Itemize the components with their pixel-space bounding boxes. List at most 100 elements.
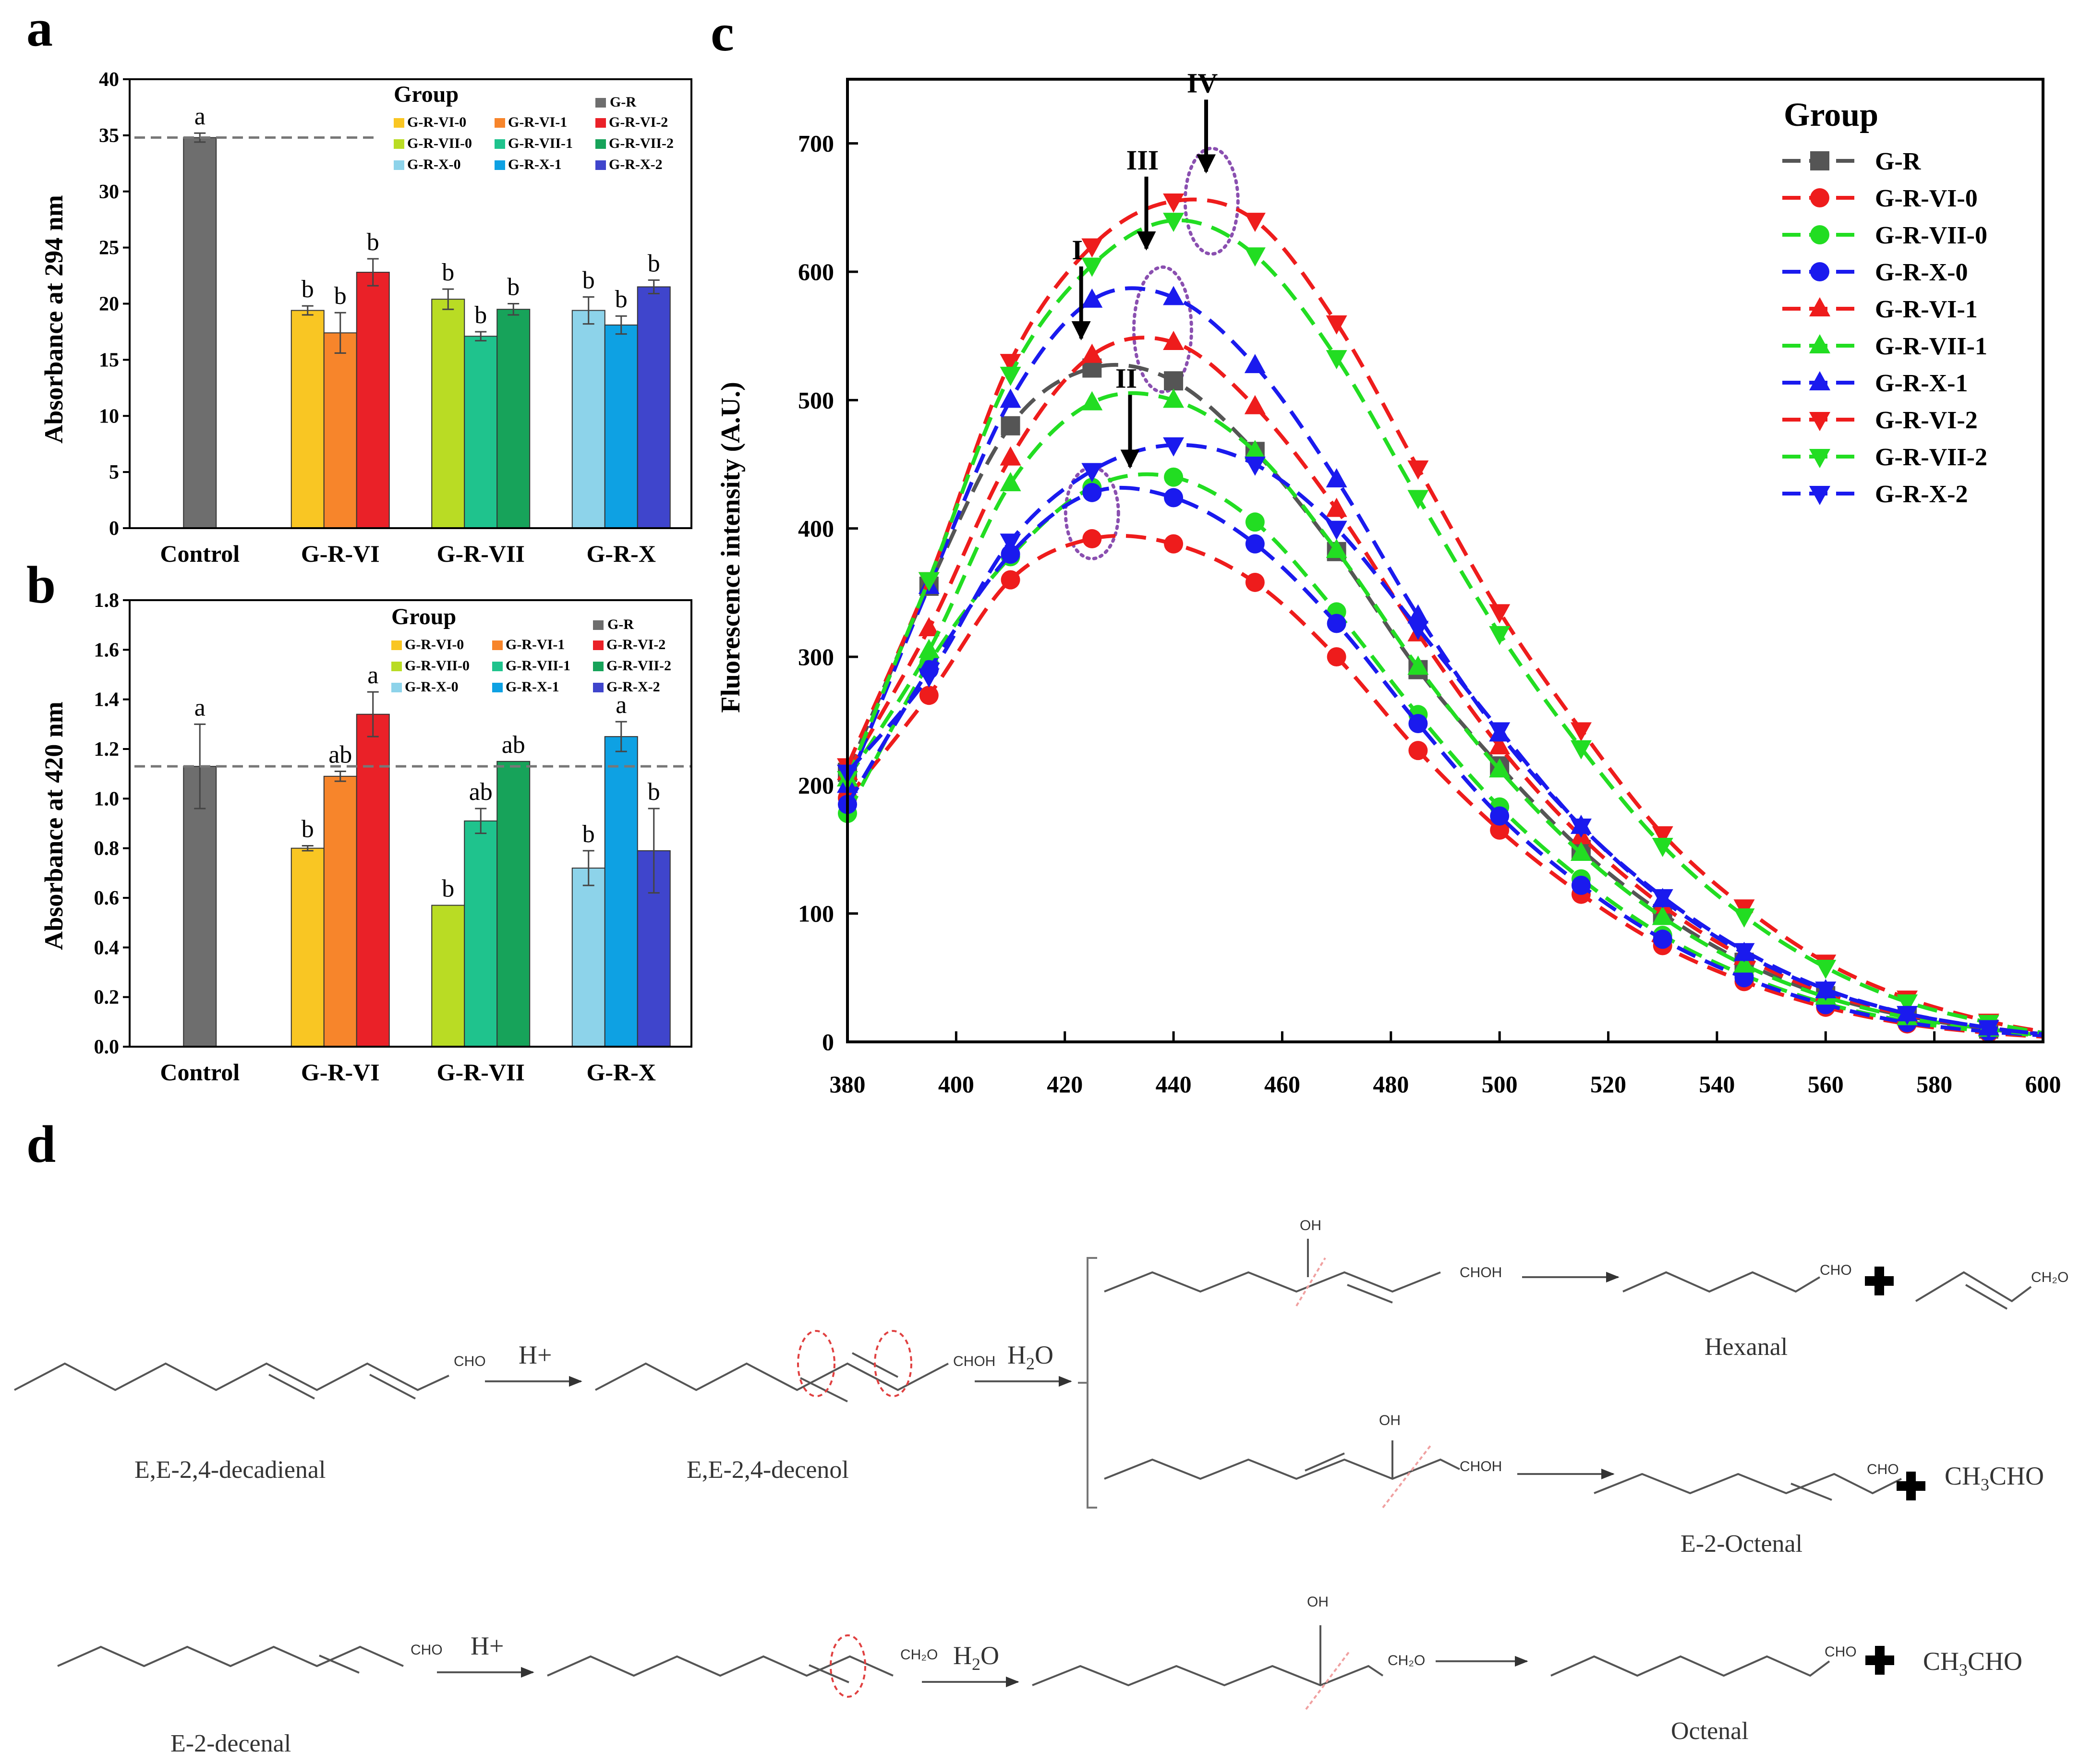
legend-label: G-R-VI-0 bbox=[407, 114, 466, 130]
legend-swatch bbox=[593, 662, 604, 671]
peak-highlight bbox=[1064, 466, 1120, 561]
decadienal-structure bbox=[14, 1362, 449, 1400]
data-point-G-R-X-2 bbox=[1081, 463, 1103, 483]
legend-label: G-R-VI-2 bbox=[606, 637, 665, 652]
data-point-G-R-VI-2 bbox=[1489, 604, 1511, 624]
bar-G-R-X-1 bbox=[604, 324, 638, 529]
oh-group: OH bbox=[1300, 1218, 1321, 1233]
legend-label: G-R-X-0 bbox=[407, 157, 461, 172]
x-tick-label: 540 bbox=[1699, 1071, 1735, 1098]
significance-letter: b bbox=[648, 250, 660, 277]
legend-label: G-R-X-1 bbox=[508, 157, 562, 172]
y-tick-label: 300 bbox=[798, 643, 834, 670]
data-point-G-R-X-2 bbox=[1000, 533, 1021, 553]
data-point-G-R-X-0 bbox=[1164, 488, 1184, 507]
significance-letter: b bbox=[507, 274, 520, 301]
data-point-G-R-VI-0 bbox=[1082, 529, 1102, 549]
significance-letter: a bbox=[367, 662, 378, 689]
legend-swatch bbox=[593, 640, 604, 650]
data-point-G-R-VI-2 bbox=[1244, 213, 1266, 232]
legend-marker bbox=[1810, 262, 1829, 281]
legend-swatch bbox=[394, 160, 404, 170]
data-point-G-R-X-2 bbox=[1815, 981, 1837, 1001]
data-point-G-R-X-0 bbox=[1001, 544, 1020, 564]
legend-label: G-R-VII-2 bbox=[609, 135, 674, 151]
y-tick-label: 5 bbox=[109, 461, 119, 483]
significance-letter: ab bbox=[328, 741, 352, 769]
y-tick-label: 600 bbox=[798, 258, 834, 285]
data-point-G-R-VI-1 bbox=[1326, 497, 1347, 517]
significance-letter: b bbox=[302, 276, 314, 303]
data-point-G-R-VI-1 bbox=[918, 617, 940, 637]
name-decenal: E-2-decenal bbox=[170, 1730, 291, 1757]
data-point-G-R-X-2 bbox=[1652, 889, 1673, 908]
bar-G-R-X-1 bbox=[604, 736, 638, 1047]
legend-label: G-R-VII-2 bbox=[606, 658, 671, 674]
series-line-G-R-X-0 bbox=[846, 485, 2044, 1038]
annotation-label: II bbox=[1115, 362, 1137, 394]
category-label: Control bbox=[160, 540, 240, 567]
y-tick-label: 0.0 bbox=[94, 1036, 120, 1058]
legend-label: G-R-X-1 bbox=[506, 679, 559, 695]
legend-label: G-R-VII-0 bbox=[1875, 222, 1987, 249]
significance-letter: b bbox=[648, 778, 660, 806]
acetaldehyde: CH3CHO bbox=[1945, 1462, 2044, 1494]
y-tick-label: 0.4 bbox=[94, 937, 120, 959]
significance-letter: a bbox=[194, 103, 206, 130]
data-point-G-R-VI-0 bbox=[1327, 647, 1346, 666]
y-tick-label: 500 bbox=[798, 387, 834, 413]
y-tick-label: 0.8 bbox=[94, 838, 120, 860]
data-point-G-R-VI-2 bbox=[1081, 238, 1103, 258]
legend-label: G-R-VII-0 bbox=[407, 135, 472, 151]
acetaldehyde-sub: 3 bbox=[1959, 1660, 1968, 1679]
legend-title: Group bbox=[394, 82, 459, 107]
water-o: O bbox=[1035, 1341, 1053, 1369]
water-o: O bbox=[980, 1641, 999, 1670]
significance-letter: a bbox=[194, 694, 206, 721]
legend-swatch bbox=[492, 640, 503, 650]
data-point-G-R-X-0 bbox=[1327, 614, 1346, 633]
series-line-G-R-VI-0 bbox=[846, 533, 2044, 1039]
series-line-G-R-VII-2 bbox=[846, 218, 2044, 1035]
legend-swatch bbox=[394, 139, 404, 149]
data-point-G-R-VI-1 bbox=[1244, 395, 1266, 414]
data-point-G-R-VII-1 bbox=[1326, 539, 1347, 558]
legend-marker bbox=[1810, 225, 1829, 244]
acetaldehyde-sub: 3 bbox=[1981, 1475, 1989, 1494]
legend-label: G-R-X-1 bbox=[1875, 370, 1968, 397]
data-point-G-R-VII-1 bbox=[1652, 906, 1673, 925]
series-line-G-R-X-2 bbox=[846, 443, 2044, 1036]
category-label: G-R-X bbox=[587, 540, 656, 567]
x-tick-label: 500 bbox=[1482, 1071, 1518, 1098]
reagent-water: H2O bbox=[1007, 1341, 1053, 1373]
category-label: G-R-VI bbox=[301, 1059, 380, 1086]
legend-swatch bbox=[595, 118, 606, 128]
bar-G-R-VI-2 bbox=[356, 272, 390, 529]
data-point-G-R-X-1 bbox=[1326, 468, 1347, 488]
bar-G-R-VII-2 bbox=[496, 309, 531, 529]
acetaldehyde-cho: CHO bbox=[1968, 1647, 2022, 1676]
x-tick-label: 420 bbox=[1047, 1071, 1083, 1098]
reagent-water: H2O bbox=[953, 1641, 999, 1674]
choh-group: CHOH bbox=[1460, 1265, 1502, 1281]
data-point-G-R-X-0 bbox=[1653, 930, 1672, 949]
data-point-G-R-VII-1 bbox=[1733, 953, 1755, 973]
reagent-h-plus: H+ bbox=[471, 1631, 504, 1660]
data-point-G-R-VII-1 bbox=[1000, 472, 1021, 492]
name-decenol: E,E-2,4-decenol bbox=[687, 1456, 849, 1484]
data-point-G-R-X-0 bbox=[1734, 968, 1754, 988]
decenol-2-structure bbox=[547, 1655, 894, 1683]
x-tick-label: 480 bbox=[1373, 1071, 1409, 1098]
category-label: G-R-VII bbox=[437, 540, 525, 567]
cho-group: CHO bbox=[1825, 1644, 1857, 1660]
data-point-G-R-X-2 bbox=[918, 668, 940, 688]
data-point-G-R-VII-1 bbox=[918, 639, 940, 658]
ch2o-group: CH₂O bbox=[900, 1647, 938, 1663]
data-point-G-R-VII-2 bbox=[1897, 994, 1918, 1014]
legend-marker bbox=[1809, 297, 1830, 316]
annotation-label: III bbox=[1126, 145, 1159, 176]
data-point-G-R-VII-1 bbox=[1407, 655, 1429, 675]
legend-swatch bbox=[495, 160, 505, 170]
octanal-structure bbox=[1550, 1655, 1830, 1677]
legend-label: G-R bbox=[610, 94, 636, 110]
